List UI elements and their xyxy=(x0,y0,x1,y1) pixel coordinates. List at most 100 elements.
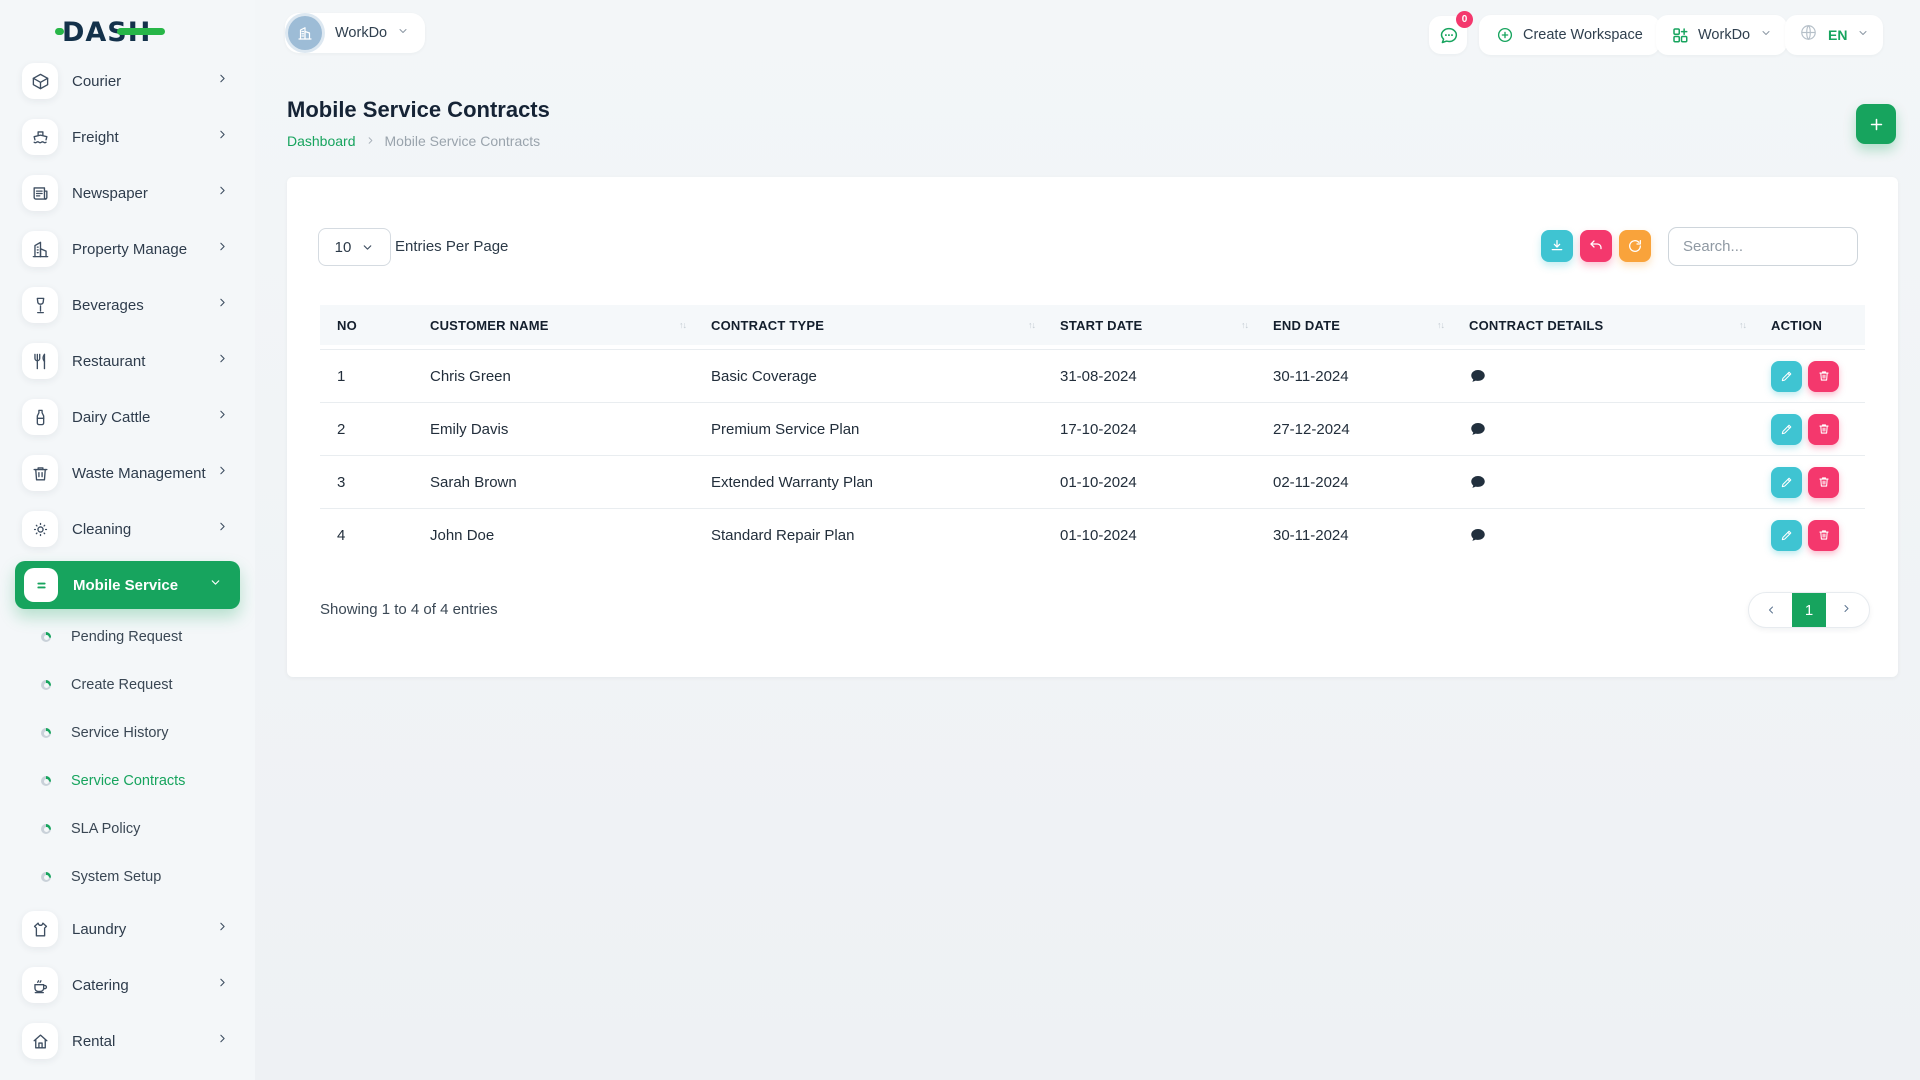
contract-details-comment-button[interactable] xyxy=(1452,350,1754,402)
sidebar-item-courier[interactable]: Courier xyxy=(0,63,255,99)
column-header-contract-details[interactable]: CONTRACT DETAILS ↑↓ xyxy=(1469,317,1747,333)
search-input[interactable] xyxy=(1668,227,1858,266)
sidebar-item-label: Rental xyxy=(72,1032,116,1050)
contract-details-comment-button[interactable] xyxy=(1452,403,1754,455)
column-header-start-date[interactable]: START DATE ↑↓ xyxy=(1060,317,1249,333)
sidebar-item-mobile-service[interactable]: Mobile Service xyxy=(15,561,240,609)
workdo-menu-button[interactable]: WorkDo xyxy=(1656,15,1788,55)
breadcrumb-current: Mobile Service Contracts xyxy=(384,133,541,149)
delete-button[interactable] xyxy=(1808,413,1839,445)
sidebar-item-label: Waste Management xyxy=(72,464,206,482)
sidebar-subitem-create-request[interactable]: Create Request xyxy=(0,673,255,697)
sidebar-subitem-system-setup[interactable]: System Setup xyxy=(0,865,255,889)
sidebar-subitem-sla-policy[interactable]: SLA Policy xyxy=(0,817,255,841)
sidebar-item-dairy-cattle[interactable]: Dairy Cattle xyxy=(0,399,255,435)
wine-glass-icon xyxy=(22,287,58,323)
sidebar-item-label: Laundry xyxy=(72,920,127,938)
sort-icon[interactable]: ↑↓ xyxy=(1241,320,1249,330)
sort-icon[interactable]: ↑↓ xyxy=(1739,320,1747,330)
sidebar-item-newspaper[interactable]: Newspaper xyxy=(0,175,255,211)
sidebar-subitem-pending-request[interactable]: Pending Request xyxy=(0,625,255,649)
sidebar-item-label: Freight xyxy=(72,128,119,146)
cell-contract-type: Standard Repair Plan xyxy=(711,526,855,544)
back-button[interactable] xyxy=(1580,230,1612,262)
column-header-end-date[interactable]: END DATE ↑↓ xyxy=(1273,317,1445,333)
workspace-avatar xyxy=(288,16,322,50)
edit-button[interactable] xyxy=(1771,360,1802,392)
sidebar-item-laundry[interactable]: Laundry xyxy=(0,911,255,947)
cell-customer-name: Chris Green xyxy=(430,367,511,385)
sidebar-subitem-service-contracts[interactable]: Service Contracts xyxy=(0,769,255,793)
contract-details-comment-button[interactable] xyxy=(1452,509,1754,561)
coffee-cup-icon xyxy=(22,967,58,1003)
chevron-left-icon xyxy=(1768,606,1773,614)
submenu-bullet-icon xyxy=(41,728,51,738)
tshirt-icon xyxy=(22,911,58,947)
sort-icon[interactable]: ↑↓ xyxy=(1437,320,1445,330)
sidebar-item-waste-management[interactable]: Waste Management xyxy=(0,455,255,491)
cell-start-date: 17-10-2024 xyxy=(1060,420,1137,438)
column-header-no: NO xyxy=(337,317,357,333)
shine-icon xyxy=(22,511,58,547)
sidebar-item-label: Mobile Service xyxy=(73,576,179,594)
sidebar-item-label: Courier xyxy=(72,72,122,90)
edit-button[interactable] xyxy=(1771,466,1802,498)
reload-button[interactable] xyxy=(1619,230,1651,262)
language-selector[interactable]: EN xyxy=(1785,15,1884,55)
sidebar-item-restaurant[interactable]: Restaurant xyxy=(0,343,255,379)
sidebar-item-rental[interactable]: Rental xyxy=(0,1023,255,1059)
sidebar-item-label: Property Manage xyxy=(72,240,188,258)
sidebar-item-label: Newspaper xyxy=(72,184,148,202)
delete-button[interactable] xyxy=(1808,360,1839,392)
pagination-next-button[interactable] xyxy=(1826,593,1869,627)
breadcrumb-dashboard-link[interactable]: Dashboard xyxy=(287,133,356,149)
cell-no: 4 xyxy=(337,526,346,544)
sidebar-item-freight[interactable]: Freight xyxy=(0,119,255,155)
pencil-icon xyxy=(1781,371,1791,382)
delete-button[interactable] xyxy=(1808,466,1839,498)
add-contract-button[interactable] xyxy=(1856,104,1896,144)
sort-icon[interactable]: ↑↓ xyxy=(1028,320,1036,330)
sidebar-subitem-service-history[interactable]: Service History xyxy=(0,721,255,745)
column-header-contract-type[interactable]: CONTRACT TYPE ↑↓ xyxy=(711,317,1036,333)
comment-icon xyxy=(1471,370,1485,382)
edit-button[interactable] xyxy=(1771,413,1802,445)
pencil-icon xyxy=(1781,530,1791,541)
sidebar-item-label: Dairy Cattle xyxy=(72,408,151,426)
pagination-prev-button[interactable] xyxy=(1749,593,1792,627)
newspaper-icon xyxy=(22,175,58,211)
column-header-customer-name[interactable]: CUSTOMER NAME ↑↓ xyxy=(430,317,687,333)
entries-per-page-select[interactable]: 10 xyxy=(318,228,391,266)
pagination-page-1[interactable]: 1 xyxy=(1792,593,1826,627)
sidebar-item-label: Cleaning xyxy=(72,520,132,538)
cutlery-icon xyxy=(22,343,58,379)
messages-button[interactable]: 0 xyxy=(1429,11,1473,54)
sidebar-item-cleaning[interactable]: Cleaning xyxy=(0,511,255,547)
sidebar-item-beverages[interactable]: Beverages xyxy=(0,287,255,323)
cell-no: 2 xyxy=(337,420,346,438)
workspace-selector[interactable]: WorkDo xyxy=(285,13,426,53)
sidebar-logo-block: DASH xyxy=(0,0,255,60)
submenu-bullet-icon xyxy=(41,872,51,882)
export-button[interactable] xyxy=(1541,230,1573,262)
brand-logo[interactable]: DASH xyxy=(55,15,165,54)
home-icon xyxy=(22,1023,58,1059)
create-workspace-button[interactable]: Create Workspace xyxy=(1479,15,1660,55)
chevron-right-icon xyxy=(216,72,229,90)
submenu-bullet-icon xyxy=(41,680,51,690)
edit-button[interactable] xyxy=(1771,519,1802,551)
submenu-bullet-icon xyxy=(41,776,51,786)
cell-customer-name: Emily Davis xyxy=(430,420,509,438)
delete-button[interactable] xyxy=(1808,519,1839,551)
milk-bottle-icon xyxy=(22,399,58,435)
cell-contract-type: Extended Warranty Plan xyxy=(711,473,874,491)
contract-details-comment-button[interactable] xyxy=(1452,456,1754,508)
cell-end-date: 30-11-2024 xyxy=(1273,367,1349,385)
sidebar-item-property-manage[interactable]: Property Manage xyxy=(0,231,255,267)
entries-per-page-label: Entries Per Page xyxy=(395,238,509,255)
sort-icon[interactable]: ↑↓ xyxy=(679,320,687,330)
sidebar-item-catering[interactable]: Catering xyxy=(0,967,255,1003)
sidebar-item-label: Catering xyxy=(72,976,129,994)
table-row: 4 John Doe Standard Repair Plan 01-10-20… xyxy=(320,508,1865,561)
chevron-right-icon xyxy=(216,296,229,314)
